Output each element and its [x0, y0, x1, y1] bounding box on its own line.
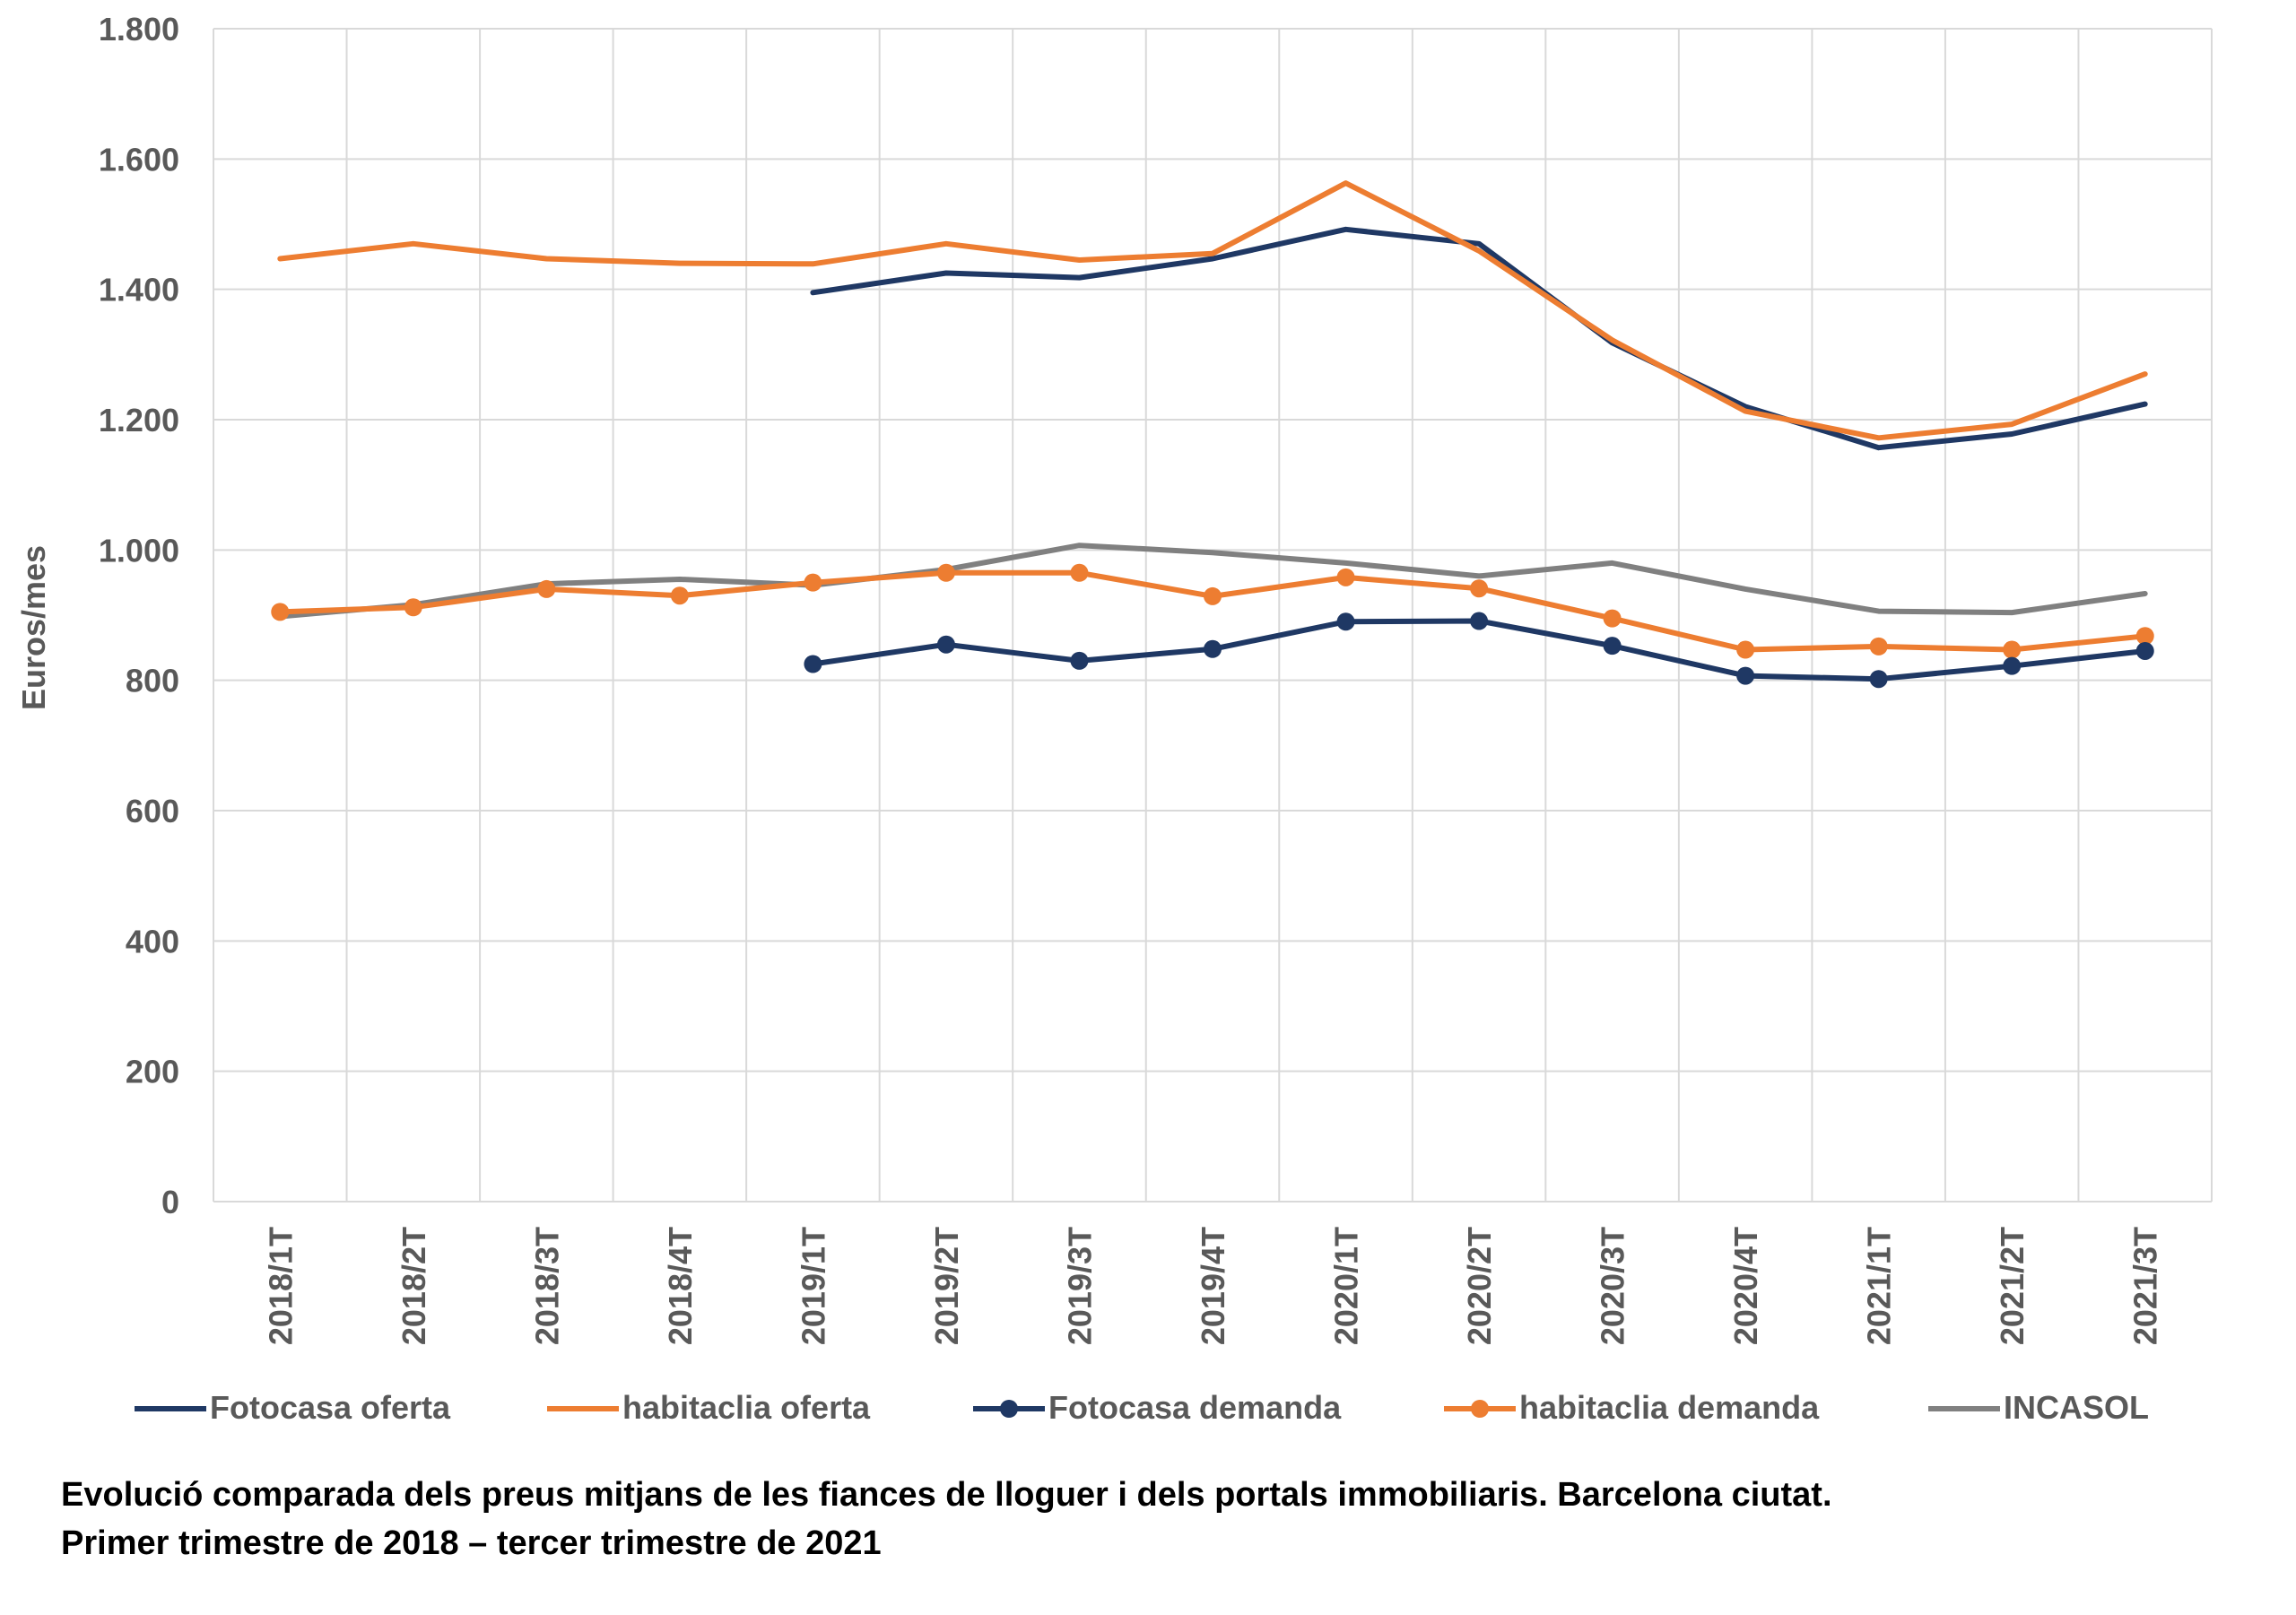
series-line-incasol: [277, 543, 2148, 620]
data-point-fotocasa-demanda: [2135, 641, 2154, 660]
legend-swatch-incasol: [1928, 1381, 2000, 1435]
data-point-habitaclia-demanda: [936, 563, 955, 582]
legend-item-habitaclia-oferta: habitaclia oferta: [547, 1381, 870, 1435]
data-point-fotocasa-demanda: [1204, 639, 1222, 658]
data-point-fotocasa-demanda: [1470, 612, 1489, 630]
data-point-fotocasa-demanda: [1603, 637, 1622, 656]
x-tick-label: 2020/4T: [1727, 1227, 1764, 1345]
series-line-habitaclia-oferta: [277, 180, 2148, 441]
data-point-habitaclia-demanda: [2135, 627, 2154, 646]
caption-line-1: Evolució comparada dels preus mitjans de…: [61, 1476, 1832, 1514]
x-tick-label: 2019/2T: [928, 1227, 965, 1345]
data-point-fotocasa-demanda: [1336, 612, 1355, 631]
x-tick-label: 2021/2T: [1994, 1227, 2031, 1345]
y-tick-label: 1.200: [99, 402, 179, 438]
y-tick-label: 1.400: [99, 272, 179, 308]
x-tick-label: 2018/3T: [528, 1227, 565, 1345]
y-axis-tick-labels: 0 200 400 600 800 1.000 1.200 1.400 1.600 1.800: [99, 11, 179, 1220]
caption-line-2: Primer trimestre de 2018 – tercer trimes…: [61, 1524, 882, 1562]
series-lines: [271, 180, 2154, 689]
x-axis-tick-labels: 2018/1T 2018/2T 2018/3T 2018/4T 2019/1T 2019/…: [262, 1227, 2163, 1345]
legend-swatch-fotocasa-oferta: [135, 1381, 206, 1435]
x-tick-label: 2018/4T: [662, 1227, 699, 1345]
data-point-fotocasa-demanda: [804, 655, 822, 673]
data-point-habitaclia-demanda: [670, 586, 689, 605]
chart-caption: Evolució comparada dels preus mitjans de…: [61, 1471, 2267, 1567]
legend: Fotocasa oferta habitaclia oferta Fotoca…: [135, 1381, 2197, 1435]
data-point-fotocasa-demanda: [1736, 666, 1755, 685]
x-tick-label: 2020/1T: [1328, 1227, 1365, 1345]
x-tick-label: 2020/2T: [1461, 1227, 1498, 1345]
legend-label-fotocasa-oferta: Fotocasa oferta: [210, 1389, 451, 1426]
x-tick-label: 2019/3T: [1061, 1227, 1098, 1345]
data-point-habitaclia-demanda: [1336, 568, 1355, 586]
data-point-habitaclia-demanda: [1070, 563, 1089, 582]
data-point-habitaclia-demanda: [404, 598, 422, 617]
data-point-habitaclia-demanda: [1470, 579, 1489, 598]
y-tick-label: 1.000: [99, 532, 179, 569]
y-tick-label: 1.600: [99, 141, 179, 178]
data-point-fotocasa-demanda: [1869, 670, 1888, 689]
data-point-habitaclia-demanda: [804, 573, 822, 592]
x-tick-label: 2018/1T: [262, 1227, 299, 1345]
legend-label-habitaclia-demanda: habitaclia demanda: [1519, 1389, 1820, 1426]
data-point-fotocasa-demanda: [936, 635, 955, 654]
x-tick-label: 2018/2T: [396, 1227, 432, 1345]
legend-swatch-habitaclia-oferta: [547, 1381, 619, 1435]
x-tick-label: 2020/3T: [1595, 1227, 1631, 1345]
legend-item-habitaclia-demanda: habitaclia demanda: [1444, 1381, 1819, 1435]
legend-item-fotocasa-oferta: Fotocasa oferta: [135, 1381, 450, 1435]
legend-item-fotocasa-demanda: Fotocasa demanda: [973, 1381, 1341, 1435]
y-tick-label: 200: [126, 1054, 179, 1090]
x-tick-label: 2021/3T: [2127, 1227, 2164, 1345]
x-tick-label: 2019/4T: [1195, 1227, 1231, 1345]
x-tick-label: 2021/1T: [1861, 1227, 1898, 1345]
y-axis-title: Euros/mes: [15, 545, 52, 710]
y-tick-label: 800: [126, 663, 179, 699]
data-point-habitaclia-demanda: [1869, 637, 1888, 656]
legend-swatch-fotocasa-demanda: [973, 1381, 1045, 1435]
legend-swatch-habitaclia-demanda: [1444, 1381, 1516, 1435]
legend-label-incasol: INCASOL: [2004, 1389, 2149, 1426]
gridlines: [213, 28, 2213, 1203]
y-tick-label: 0: [161, 1184, 179, 1220]
x-tick-label: 2019/1T: [795, 1227, 831, 1345]
data-point-habitaclia-demanda: [2003, 640, 2022, 659]
data-point-habitaclia-demanda: [1603, 609, 1622, 628]
legend-label-fotocasa-demanda: Fotocasa demanda: [1048, 1389, 1342, 1426]
data-point-habitaclia-demanda: [537, 579, 556, 598]
y-tick-label: 400: [126, 923, 179, 959]
y-tick-label: 600: [126, 793, 179, 829]
data-point-fotocasa-demanda: [2003, 656, 2022, 675]
data-point-fotocasa-demanda: [1070, 651, 1089, 670]
data-point-habitaclia-demanda: [1736, 640, 1755, 659]
legend-item-incasol: INCASOL: [1928, 1381, 2149, 1435]
data-point-habitaclia-demanda: [1204, 586, 1222, 605]
data-point-habitaclia-demanda: [271, 603, 290, 621]
y-tick-label: 1.800: [99, 11, 179, 48]
legend-label-habitaclia-oferta: habitaclia oferta: [622, 1389, 871, 1426]
series-line-fotocasa-oferta: [810, 226, 2148, 451]
